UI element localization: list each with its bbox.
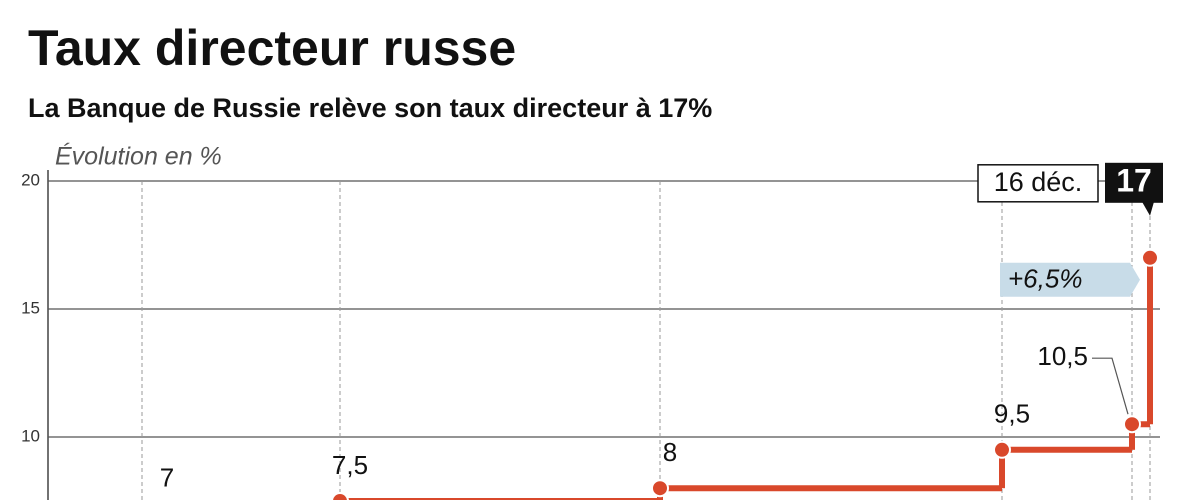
y-tick-label: 15 — [21, 298, 40, 317]
y-tick-label: 10 — [21, 426, 40, 445]
value-label: 9,5 — [994, 399, 1030, 429]
value-label-pointer — [1142, 201, 1154, 216]
value-label: 17 — [1116, 162, 1152, 198]
leader-line — [1092, 357, 1129, 415]
value-label: 7 — [160, 463, 174, 493]
value-label: 7,5 — [332, 450, 368, 480]
chart-subtitle: La Banque de Russie relève son taux dire… — [28, 93, 712, 123]
point — [1141, 248, 1159, 267]
annotation: +6,5% — [1008, 264, 1082, 294]
annotation-box — [1000, 262, 1140, 297]
value-label: 10,5 — [1037, 341, 1088, 371]
category-label-box — [977, 164, 1099, 203]
point — [1123, 415, 1141, 434]
point — [651, 479, 669, 498]
x-tick-label: 16 déc. — [994, 167, 1083, 197]
y-axis-label: Évolution en % — [55, 142, 222, 171]
value-label: 8 — [663, 437, 677, 467]
y-tick-label: 20 — [21, 170, 40, 189]
point — [331, 492, 349, 500]
chart-title: Taux directeur russe — [28, 20, 516, 76]
value-label-box — [1105, 162, 1163, 203]
point — [993, 440, 1011, 459]
